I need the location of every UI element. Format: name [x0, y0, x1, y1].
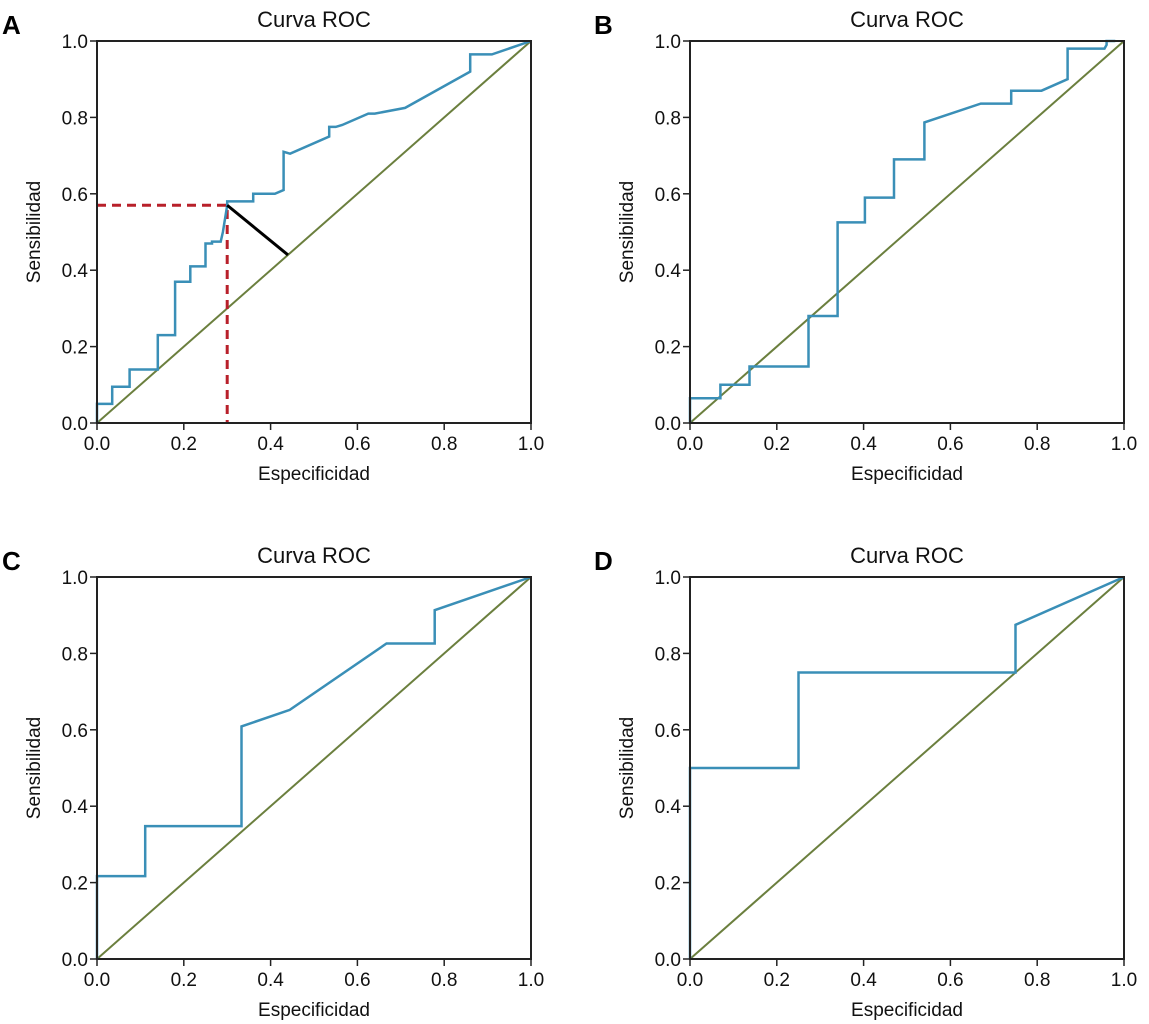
chart-title: Curva ROC — [850, 543, 964, 568]
y-tick-label: 0.2 — [655, 874, 681, 895]
y-tick-label: 0.0 — [62, 414, 88, 435]
y-tick-label: 0.8 — [62, 108, 88, 129]
y-tick-label: 0.4 — [62, 261, 89, 282]
plot-frame — [96, 40, 532, 424]
chart-panel-c: C Curva ROC 0.0 0.2 0.4 0.6 0.8 1.0 0.0 0.2 0.4 0.6… — [2, 543, 544, 1021]
y-axis-label: Sensibilidad — [24, 717, 45, 819]
x-tick-label: 0.2 — [171, 434, 197, 455]
y-tick-label: 1.0 — [655, 32, 681, 53]
x-tick-label: 0.4 — [257, 970, 284, 991]
x-tick-label: 0.0 — [677, 970, 703, 991]
panel-letter-d: D — [594, 546, 613, 576]
x-tick-label: 0.8 — [1024, 434, 1050, 455]
x-axis-label: Especificidad — [851, 464, 963, 485]
y-tick-label: 0.2 — [62, 874, 88, 895]
y-tick-label: 1.0 — [62, 32, 88, 53]
x-tick-label: 0.0 — [677, 434, 703, 455]
x-axis-label: Especificidad — [258, 464, 370, 485]
x-tick-label: 0.8 — [1024, 970, 1050, 991]
reference-line — [96, 40, 532, 424]
y-tick-label: 0.8 — [655, 108, 681, 129]
y-tick-label: 0.2 — [655, 338, 681, 359]
y-tick-label: 0.0 — [655, 950, 681, 971]
y-tick-label: 0.2 — [62, 338, 88, 359]
y-tick-label: 0.4 — [655, 797, 682, 818]
reference-line — [689, 576, 1125, 960]
y-tick-label: 0.0 — [655, 414, 681, 435]
youden-index-segment — [226, 204, 289, 257]
x-tick-label: 1.0 — [518, 970, 544, 991]
x-tick-label: 0.0 — [84, 434, 110, 455]
y-tick-label: 1.0 — [62, 568, 88, 589]
plot-frame — [689, 40, 1125, 424]
y-tick-label: 0.8 — [655, 644, 681, 665]
x-tick-label: 0.6 — [937, 970, 963, 991]
y-tick-label: 1.0 — [655, 568, 681, 589]
chart-panel-d: D Curva ROC 0.0 0.2 0.4 0.6 0.8 1.0 0.0 0.2 0.4 0.6… — [594, 543, 1137, 1021]
y-tick-label: 0.6 — [62, 185, 88, 206]
y-tick-label: 0.4 — [62, 797, 89, 818]
x-tick-label: 0.2 — [171, 970, 197, 991]
chart-panel-a: A Curva ROC 0.0 0.2 0.4 0.6 0.8 1.0 0.0 0.2 0.4 0.6… — [2, 7, 544, 485]
reference-line — [96, 576, 532, 960]
panel-letter-a: A — [2, 10, 21, 40]
y-axis-label: Sensibilidad — [24, 181, 45, 283]
x-tick-label: 0.2 — [764, 970, 790, 991]
plot-frame — [96, 576, 532, 960]
x-tick-label: 0.6 — [344, 970, 370, 991]
x-tick-label: 0.6 — [937, 434, 963, 455]
chart-title: Curva ROC — [850, 7, 964, 32]
x-tick-label: 1.0 — [518, 434, 544, 455]
x-tick-label: 0.0 — [84, 970, 110, 991]
panel-letter-b: B — [594, 10, 613, 40]
chart-title: Curva ROC — [257, 543, 371, 568]
roc-curve — [688, 39, 1116, 423]
y-tick-label: 0.8 — [62, 644, 88, 665]
y-tick-label: 0.6 — [62, 721, 88, 742]
y-tick-label: 0.6 — [655, 185, 681, 206]
y-tick-label: 0.4 — [655, 261, 682, 282]
x-tick-label: 0.6 — [344, 434, 370, 455]
x-axis-label: Especificidad — [851, 1000, 963, 1021]
x-axis-label: Especificidad — [258, 1000, 370, 1021]
x-tick-label: 0.8 — [431, 434, 457, 455]
reference-line — [689, 40, 1125, 424]
x-tick-label: 0.4 — [850, 970, 877, 991]
x-tick-label: 1.0 — [1111, 970, 1137, 991]
cutoff-dashed-line — [97, 203, 229, 423]
roc-curve — [95, 575, 532, 959]
chart-panel-b: B Curva ROC 0.0 0.2 0.4 0.6 0.8 1.0 0.0 0.2 0.4 0.6… — [594, 7, 1137, 485]
x-tick-label: 0.8 — [431, 970, 457, 991]
y-axis-label: Sensibilidad — [617, 717, 638, 819]
x-tick-label: 1.0 — [1111, 434, 1137, 455]
y-axis-label: Sensibilidad — [617, 181, 638, 283]
plot-frame — [689, 576, 1125, 960]
x-tick-label: 0.4 — [850, 434, 877, 455]
x-tick-label: 0.4 — [257, 434, 284, 455]
y-tick-label: 0.6 — [655, 721, 681, 742]
y-tick-label: 0.0 — [62, 950, 88, 971]
panel-letter-c: C — [2, 546, 21, 576]
chart-title: Curva ROC — [257, 7, 371, 32]
x-tick-label: 0.2 — [764, 434, 790, 455]
